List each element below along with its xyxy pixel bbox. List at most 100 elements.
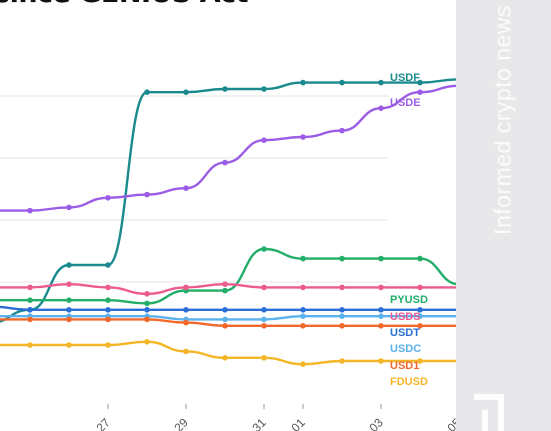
data-point (378, 284, 384, 291)
data-point (378, 307, 384, 313)
brand-logo-icon (474, 394, 504, 431)
data-point (144, 89, 150, 95)
data-point (183, 319, 189, 326)
x-tick-label: 03 (366, 415, 386, 431)
data-point (339, 79, 345, 86)
series-label: USDF (390, 72, 420, 84)
x-axis-ticks: 27 29 31 01 03 05 (93, 404, 456, 431)
data-point (417, 89, 423, 95)
x-tick-label: 29 (171, 415, 191, 431)
data-point (300, 134, 306, 140)
data-point (222, 287, 228, 294)
data-point (339, 313, 345, 320)
data-point (144, 191, 150, 198)
series-label: USDS (390, 311, 421, 323)
data-point (378, 255, 384, 262)
data-point (27, 316, 33, 323)
data-point (66, 281, 72, 288)
sidebar-tagline: Informed crypto news (489, 5, 516, 235)
data-point (261, 307, 267, 313)
line-chart: USDF USDE PYUSD USDS USDT USDC USD1 FDUSD 27 29 3… (0, 72, 456, 431)
data-point (378, 105, 384, 111)
data-point (378, 358, 384, 364)
series-label: PYUSD (390, 294, 428, 306)
data-point (222, 307, 228, 313)
series-label: USDT (390, 327, 420, 339)
brand-sidebar: Informed crypto news (456, 0, 551, 431)
data-point (222, 159, 228, 166)
data-point (300, 323, 306, 329)
data-point (417, 358, 423, 364)
x-tick-label: 27 (93, 415, 113, 431)
data-point (105, 284, 111, 291)
series-label: USD1 (390, 360, 419, 372)
data-point (300, 313, 306, 320)
data-point (183, 307, 189, 313)
data-point (222, 323, 228, 329)
data-point (183, 89, 189, 95)
data-point (183, 348, 189, 355)
data-point (27, 342, 33, 348)
data-point (27, 307, 33, 313)
x-tick-label: 01 (288, 415, 308, 431)
data-point (66, 342, 72, 348)
data-point (417, 79, 423, 86)
data-point (222, 86, 228, 92)
data-point (66, 297, 72, 304)
data-point (300, 255, 306, 262)
data-point (66, 262, 72, 268)
data-point (144, 300, 150, 307)
data-point (339, 307, 345, 313)
data-point (105, 195, 111, 201)
data-point (261, 355, 267, 361)
data-point (105, 307, 111, 313)
x-tick-label: 05 (444, 415, 456, 431)
data-point (417, 313, 423, 320)
data-point (378, 313, 384, 320)
data-point (183, 185, 189, 191)
x-tick-label: 31 (249, 415, 269, 431)
series-label: USDC (390, 343, 421, 355)
series-line-pyusd (0, 247, 456, 305)
series-line-usde (0, 84, 456, 212)
data-point (144, 339, 150, 345)
series-points (27, 79, 423, 368)
data-point (105, 297, 111, 304)
data-point (27, 207, 33, 214)
chart-title: since GENIUS Act (0, 0, 249, 9)
data-point (144, 316, 150, 323)
data-point (66, 307, 72, 313)
data-point (222, 316, 228, 323)
series-label: FDUSD (390, 376, 428, 388)
data-point (261, 86, 267, 92)
data-point (378, 323, 384, 329)
data-point (105, 342, 111, 348)
data-point (300, 307, 306, 313)
data-point (261, 246, 267, 252)
data-point (300, 361, 306, 368)
data-point (417, 255, 423, 262)
data-point (261, 137, 267, 143)
series-label: USDE (390, 97, 421, 109)
data-point (144, 291, 150, 297)
data-point (66, 204, 72, 211)
data-point (339, 284, 345, 291)
data-point (105, 262, 111, 268)
data-point (105, 316, 111, 323)
data-point (300, 284, 306, 291)
data-point (183, 284, 189, 291)
data-point (417, 323, 423, 329)
data-point (261, 316, 267, 323)
series-labels: USDF USDE PYUSD USDS USDT USDC USD1 FDUSD (390, 72, 428, 388)
data-point (27, 297, 33, 304)
data-point (27, 284, 33, 291)
data-point (66, 316, 72, 323)
data-point (378, 79, 384, 86)
data-point (339, 127, 345, 134)
data-point (339, 358, 345, 364)
data-point (417, 307, 423, 313)
data-point (261, 284, 267, 291)
data-point (417, 284, 423, 291)
data-point (261, 323, 267, 329)
data-point (222, 355, 228, 361)
